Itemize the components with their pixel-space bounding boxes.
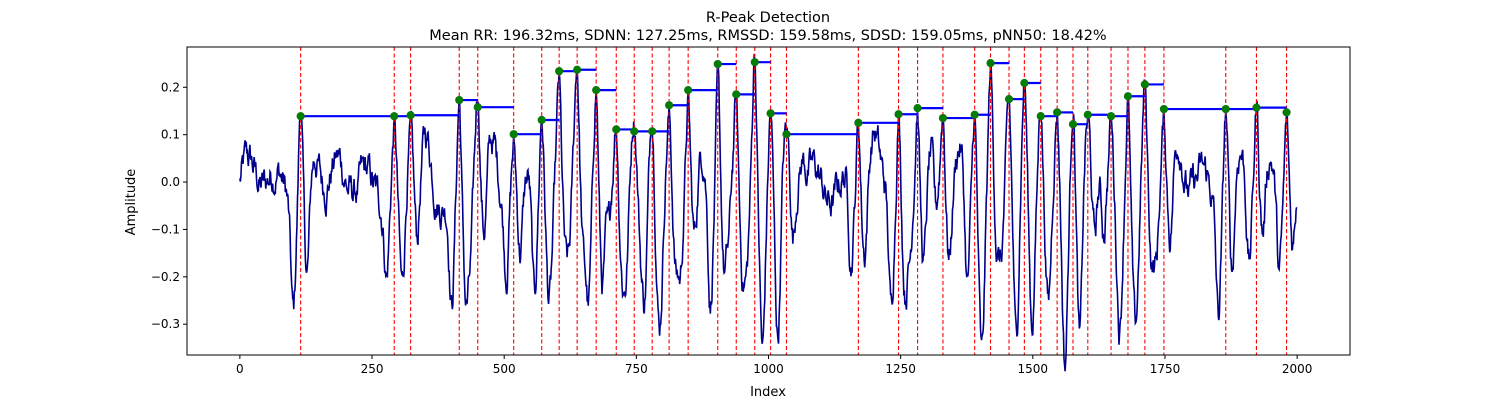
x-tick-label: 2000 (1282, 362, 1313, 376)
peak-marker (713, 59, 722, 69)
peak-marker (296, 112, 305, 121)
x-tick-label: 750 (625, 362, 648, 376)
peak-marker (390, 112, 399, 121)
peak-marker (750, 58, 759, 67)
peak-marker (1221, 104, 1230, 114)
peak-marker (1159, 104, 1169, 114)
peak-marker (665, 101, 674, 110)
peak-marker (555, 67, 564, 76)
peak-marker (986, 59, 995, 68)
peak-marker (766, 109, 775, 118)
peak-marker (894, 110, 903, 119)
peak-marker (573, 65, 582, 74)
peak-marker (938, 113, 948, 123)
peak-marker (1282, 108, 1291, 117)
peak-marker (1068, 120, 1078, 129)
peak-marker (1140, 80, 1149, 89)
peak-marker (970, 110, 979, 119)
peak-marker (630, 127, 639, 136)
peak-marker (684, 86, 693, 95)
peak-marker (1252, 103, 1261, 112)
y-tick-label: 0.0 (161, 175, 180, 189)
x-axis-label: Index (750, 385, 786, 400)
peak-marker (509, 130, 518, 139)
peak-marker (732, 90, 741, 99)
peak-marker (455, 95, 464, 105)
x-tick-label: 500 (493, 362, 516, 376)
y-tick-label: 0.1 (161, 128, 180, 142)
peak-marker (782, 130, 791, 139)
peak-marker (406, 111, 415, 120)
y-axis-label: Amplitude (124, 169, 139, 236)
plot-frame (186, 46, 1351, 356)
peak-marker (537, 115, 546, 125)
chart-title: R-Peak Detection (706, 10, 830, 26)
peak-marker (1020, 78, 1029, 88)
peak-marker (854, 118, 863, 127)
y-axis: −0.3 −0.2 −0.1 0.0 0.1 0.2 (151, 80, 187, 331)
x-tick-label: 250 (361, 362, 384, 376)
plot-area (239, 47, 1298, 372)
y-tick-label: −0.2 (151, 270, 180, 284)
y-tick-label: −0.1 (151, 222, 180, 236)
peak-marker (592, 86, 601, 95)
peak-marker (913, 104, 922, 113)
peak-marker (1053, 108, 1062, 117)
peak-marker (1004, 95, 1014, 104)
x-tick-label: 1750 (1150, 362, 1181, 376)
x-axis: 0 250 500 750 1000 1250 1500 1750 2000 (236, 355, 1312, 376)
x-tick-label: 1000 (753, 362, 784, 376)
x-tick-label: 0 (236, 362, 244, 376)
peak-marker (1036, 112, 1045, 121)
signal-series-line (239, 54, 1298, 372)
y-tick-label: 0.2 (161, 80, 180, 94)
peak-marker (612, 125, 621, 134)
peak-marker (648, 127, 657, 136)
peak-marker (1123, 92, 1133, 101)
peak-marker (473, 103, 482, 112)
peak-marker (1083, 110, 1092, 119)
y-tick-label: −0.3 (151, 317, 180, 331)
chart-subtitle: Mean RR: 196.32ms, SDNN: 127.25ms, RMSSD… (429, 28, 1106, 44)
peak-marker (1106, 112, 1116, 121)
x-tick-label: 1500 (1018, 362, 1049, 376)
x-tick-label: 1250 (885, 362, 916, 376)
